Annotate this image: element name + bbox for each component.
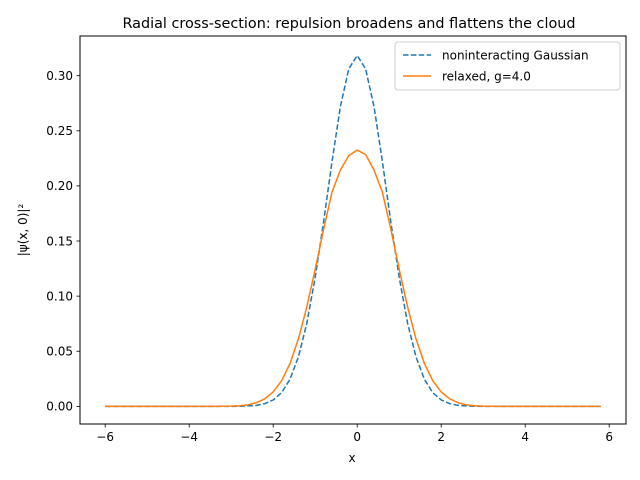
series-line-0 xyxy=(105,54,601,408)
x-tick-label: 4 xyxy=(521,430,529,444)
y-axis-label: |ψ(x, 0)|² xyxy=(16,204,30,257)
x-tick-label: 6 xyxy=(605,430,613,444)
x-tick-label: −6 xyxy=(96,430,114,444)
x-axis-label: x xyxy=(348,451,355,465)
y-axis-ticks: 0.00 0.05 0.10 0.15 0.20 0.25 0.30 xyxy=(46,69,80,414)
legend-label-relaxed: relaxed, g=4.0 xyxy=(442,70,531,84)
y-tick-label: 0.30 xyxy=(46,69,73,83)
legend-label-noninteracting: noninteracting Gaussian xyxy=(442,49,589,63)
series-layer xyxy=(105,54,601,408)
y-tick-label: 0.05 xyxy=(46,345,73,359)
y-tick-label: 0.25 xyxy=(46,124,73,138)
x-tick-label: −4 xyxy=(180,430,198,444)
plot-frame xyxy=(79,35,627,425)
series-line-1 xyxy=(105,149,601,408)
y-tick-label: 0.10 xyxy=(46,289,73,303)
x-tick-label: 2 xyxy=(437,430,445,444)
y-tick-label: 0.15 xyxy=(46,234,73,248)
y-tick-label: 0.00 xyxy=(46,400,73,414)
x-tick-label: 0 xyxy=(353,430,361,444)
legend-box xyxy=(394,41,621,91)
y-tick-label: 0.20 xyxy=(46,179,73,193)
chart-title: Radial cross-section: repulsion broadens… xyxy=(122,16,575,32)
x-tick-label: −2 xyxy=(264,430,282,444)
legend: noninteracting Gaussian relaxed, g=4.0 xyxy=(394,41,621,91)
x-axis-ticks: −6 −4 −2 0 2 4 6 xyxy=(96,424,613,444)
